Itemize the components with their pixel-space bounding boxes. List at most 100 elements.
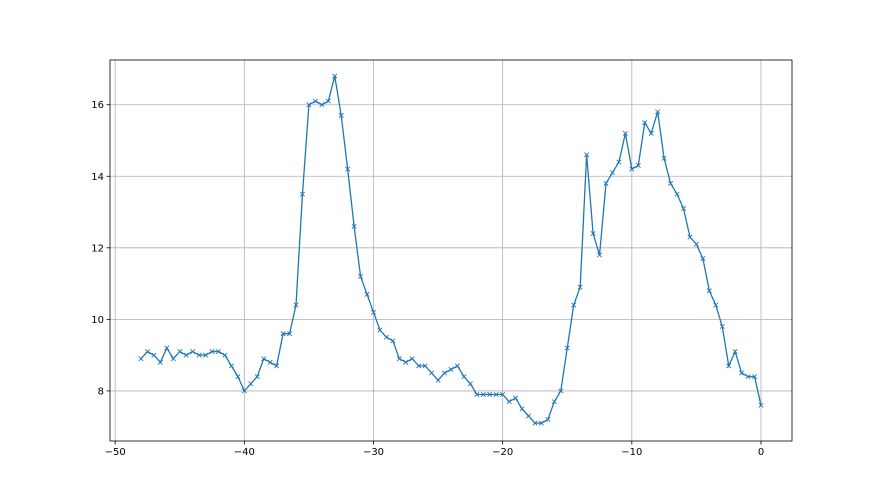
data-point-marker bbox=[564, 345, 570, 351]
data-point-marker bbox=[144, 349, 150, 355]
plot-frame bbox=[109, 59, 793, 442]
x-tick-label: −40 bbox=[234, 447, 255, 458]
data-point-marker bbox=[513, 395, 519, 401]
data-point-marker bbox=[235, 374, 241, 380]
data-point-marker bbox=[416, 363, 422, 369]
data-point-marker bbox=[435, 377, 441, 383]
data-point-marker bbox=[183, 352, 189, 358]
data-point-marker bbox=[293, 302, 299, 308]
data-point-marker bbox=[274, 363, 280, 369]
data-point-marker bbox=[506, 399, 512, 405]
data-point-marker bbox=[241, 388, 247, 394]
y-tick-label: 10 bbox=[91, 315, 104, 326]
data-point-marker bbox=[396, 356, 402, 362]
data-point-marker bbox=[538, 420, 544, 426]
data-point-marker bbox=[254, 374, 260, 380]
data-point-marker bbox=[267, 359, 273, 365]
data-point-marker bbox=[648, 130, 654, 136]
data-point-marker bbox=[345, 166, 351, 172]
data-point-marker bbox=[332, 73, 338, 79]
data-point-marker bbox=[726, 363, 732, 369]
data-point-marker bbox=[603, 180, 609, 186]
data-point-marker bbox=[209, 349, 215, 355]
data-point-marker bbox=[157, 359, 163, 365]
data-point-marker bbox=[668, 180, 674, 186]
data-point-marker bbox=[739, 370, 745, 376]
data-point-marker bbox=[164, 345, 170, 351]
data-point-marker bbox=[222, 352, 228, 358]
data-point-marker bbox=[577, 284, 583, 290]
x-tick-label: −30 bbox=[363, 447, 384, 458]
data-point-marker bbox=[616, 159, 622, 165]
x-tick-label: −50 bbox=[105, 447, 126, 458]
data-point-marker bbox=[609, 170, 615, 176]
data-point-marker bbox=[758, 402, 764, 408]
data-point-marker bbox=[422, 363, 428, 369]
data-point-marker bbox=[674, 191, 680, 197]
y-tick-label: 14 bbox=[91, 172, 104, 183]
data-point-marker bbox=[261, 356, 267, 362]
data-point-marker bbox=[687, 234, 693, 240]
data-point-marker bbox=[713, 302, 719, 308]
data-point-marker bbox=[338, 112, 344, 118]
data-point-marker bbox=[248, 381, 254, 387]
series-line bbox=[138, 73, 764, 426]
data-point-marker bbox=[151, 352, 157, 358]
data-point-marker bbox=[467, 381, 473, 387]
data-point-marker bbox=[752, 374, 758, 380]
series-path bbox=[140, 75, 762, 424]
data-point-marker bbox=[558, 388, 564, 394]
data-point-marker bbox=[629, 166, 635, 172]
data-point-marker bbox=[319, 102, 325, 108]
data-point-marker bbox=[190, 349, 196, 355]
y-tick-label: 8 bbox=[98, 386, 104, 397]
data-point-marker bbox=[571, 302, 577, 308]
data-point-marker bbox=[377, 327, 383, 333]
data-point-marker bbox=[228, 363, 234, 369]
data-point-marker bbox=[680, 205, 687, 211]
data-point-marker bbox=[461, 374, 467, 380]
data-point-marker bbox=[635, 163, 641, 169]
data-point-marker bbox=[597, 252, 603, 258]
data-point-marker bbox=[364, 291, 370, 297]
data-point-marker bbox=[719, 324, 725, 330]
data-point-marker bbox=[661, 155, 667, 161]
data-point-marker bbox=[215, 349, 222, 355]
data-point-marker bbox=[325, 98, 331, 104]
data-point-marker bbox=[655, 109, 661, 115]
data-point-marker bbox=[732, 349, 738, 355]
data-point-marker bbox=[138, 356, 144, 362]
data-point-marker bbox=[370, 309, 377, 315]
data-point-marker bbox=[351, 223, 357, 229]
data-point-marker bbox=[480, 391, 486, 398]
data-point-marker bbox=[409, 356, 415, 362]
data-point-marker bbox=[545, 417, 551, 423]
x-tick-label: −20 bbox=[492, 447, 513, 458]
y-tick-label: 16 bbox=[91, 100, 104, 111]
data-point-marker bbox=[706, 288, 712, 294]
data-point-marker bbox=[532, 420, 538, 426]
data-point-marker bbox=[584, 152, 590, 158]
data-point-marker bbox=[299, 191, 305, 197]
data-point-marker bbox=[442, 370, 448, 376]
data-point-marker bbox=[306, 102, 312, 108]
data-point-marker bbox=[693, 241, 699, 247]
axes: −50 −40 −30 −20 −10 0 8 10 12 14 16 bbox=[91, 100, 764, 458]
data-point-marker bbox=[403, 359, 409, 365]
data-point-marker bbox=[551, 399, 557, 405]
data-point-marker bbox=[196, 352, 202, 358]
data-point-marker bbox=[429, 370, 435, 376]
data-point-marker bbox=[525, 413, 532, 419]
grid bbox=[110, 60, 792, 441]
data-point-marker bbox=[203, 352, 209, 358]
data-point-marker bbox=[280, 331, 286, 337]
data-point-marker bbox=[500, 391, 506, 398]
data-point-marker bbox=[493, 391, 499, 398]
data-point-marker bbox=[487, 391, 493, 398]
data-point-marker bbox=[454, 363, 460, 369]
data-point-marker bbox=[383, 334, 389, 340]
data-point-marker bbox=[287, 331, 293, 337]
data-point-marker bbox=[448, 366, 454, 372]
data-point-marker bbox=[519, 406, 525, 412]
